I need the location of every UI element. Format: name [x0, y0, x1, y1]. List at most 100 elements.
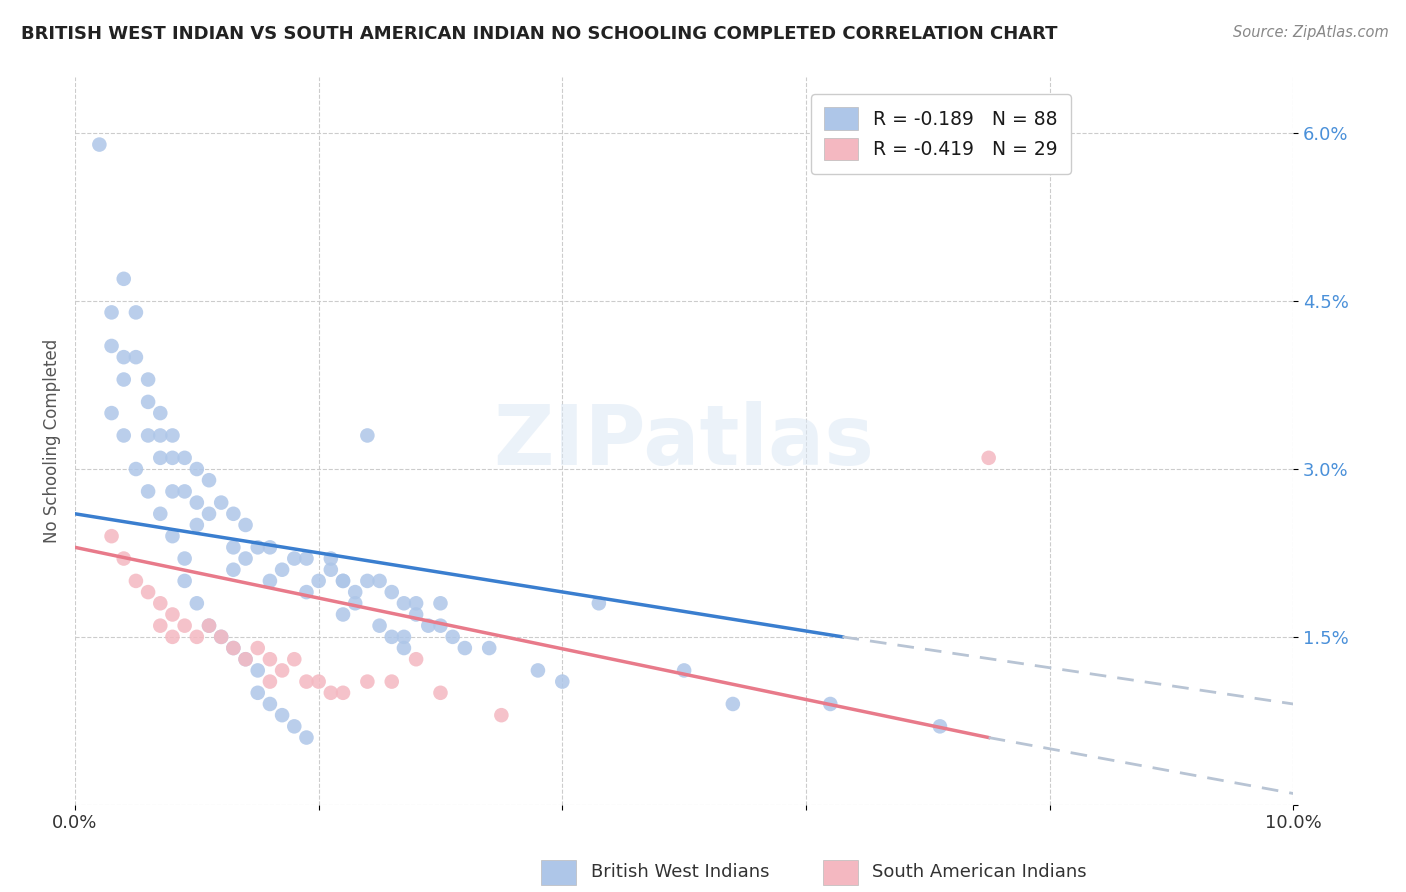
- Point: [162, 450, 184, 465]
- Point: [162, 529, 184, 543]
- Point: [368, 574, 391, 588]
- Point: [89, 137, 111, 152]
- Text: British West Indians: British West Indians: [591, 863, 769, 881]
- Point: [186, 462, 208, 476]
- Point: [246, 641, 269, 656]
- Point: [551, 674, 574, 689]
- Y-axis label: No Schooling Completed: No Schooling Completed: [44, 339, 60, 543]
- Point: [295, 585, 318, 599]
- Point: [344, 585, 367, 599]
- Point: [149, 596, 172, 610]
- Point: [149, 618, 172, 632]
- Point: [319, 563, 342, 577]
- Point: [332, 574, 354, 588]
- Point: [162, 607, 184, 622]
- Point: [125, 350, 148, 364]
- Point: [319, 551, 342, 566]
- Point: [332, 574, 354, 588]
- Point: [136, 585, 159, 599]
- Text: BRITISH WEST INDIAN VS SOUTH AMERICAN INDIAN NO SCHOOLING COMPLETED CORRELATION : BRITISH WEST INDIAN VS SOUTH AMERICAN IN…: [21, 25, 1057, 43]
- Point: [222, 641, 245, 656]
- Point: [673, 664, 696, 678]
- Point: [429, 618, 451, 632]
- Text: Source: ZipAtlas.com: Source: ZipAtlas.com: [1233, 25, 1389, 40]
- Point: [186, 518, 208, 533]
- Point: [405, 652, 427, 666]
- Point: [198, 507, 221, 521]
- Point: [283, 551, 305, 566]
- Point: [527, 664, 550, 678]
- Point: [271, 664, 294, 678]
- Point: [392, 596, 415, 610]
- Point: [173, 574, 195, 588]
- Point: [186, 630, 208, 644]
- Point: [100, 305, 122, 319]
- Point: [100, 529, 122, 543]
- Point: [381, 630, 404, 644]
- Point: [235, 518, 257, 533]
- Point: [491, 708, 513, 723]
- Point: [173, 450, 195, 465]
- Text: ZIPatlas: ZIPatlas: [494, 401, 875, 482]
- Point: [246, 541, 269, 555]
- Point: [319, 686, 342, 700]
- Point: [173, 551, 195, 566]
- Point: [112, 372, 135, 386]
- Point: [418, 618, 440, 632]
- Point: [235, 652, 257, 666]
- Point: [100, 339, 122, 353]
- Point: [259, 541, 281, 555]
- Point: [112, 272, 135, 286]
- Point: [246, 686, 269, 700]
- Point: [222, 507, 245, 521]
- Point: [381, 585, 404, 599]
- Point: [100, 406, 122, 420]
- Point: [222, 641, 245, 656]
- Point: [149, 450, 172, 465]
- Point: [235, 551, 257, 566]
- Point: [149, 507, 172, 521]
- Point: [271, 563, 294, 577]
- Point: [162, 428, 184, 442]
- Point: [136, 372, 159, 386]
- Legend: R = -0.189   N = 88, R = -0.419   N = 29: R = -0.189 N = 88, R = -0.419 N = 29: [811, 94, 1070, 174]
- Point: [295, 731, 318, 745]
- Point: [820, 697, 842, 711]
- Point: [721, 697, 744, 711]
- Point: [198, 618, 221, 632]
- Point: [977, 450, 1000, 465]
- Point: [246, 664, 269, 678]
- Point: [283, 719, 305, 733]
- Point: [344, 596, 367, 610]
- Point: [162, 630, 184, 644]
- Point: [454, 641, 477, 656]
- Point: [136, 428, 159, 442]
- Point: [332, 607, 354, 622]
- Point: [259, 574, 281, 588]
- Point: [478, 641, 501, 656]
- Point: [209, 630, 232, 644]
- Point: [588, 596, 610, 610]
- Point: [308, 574, 330, 588]
- Point: [392, 630, 415, 644]
- Point: [112, 428, 135, 442]
- Point: [112, 551, 135, 566]
- Point: [392, 641, 415, 656]
- Point: [356, 428, 378, 442]
- Point: [125, 574, 148, 588]
- Point: [136, 484, 159, 499]
- Point: [198, 473, 221, 487]
- Text: South American Indians: South American Indians: [872, 863, 1087, 881]
- Point: [149, 428, 172, 442]
- Point: [222, 563, 245, 577]
- Point: [209, 630, 232, 644]
- Point: [222, 541, 245, 555]
- Point: [186, 495, 208, 509]
- Point: [441, 630, 464, 644]
- Point: [149, 406, 172, 420]
- Point: [429, 686, 451, 700]
- Point: [125, 462, 148, 476]
- Point: [186, 596, 208, 610]
- Point: [295, 551, 318, 566]
- Point: [136, 395, 159, 409]
